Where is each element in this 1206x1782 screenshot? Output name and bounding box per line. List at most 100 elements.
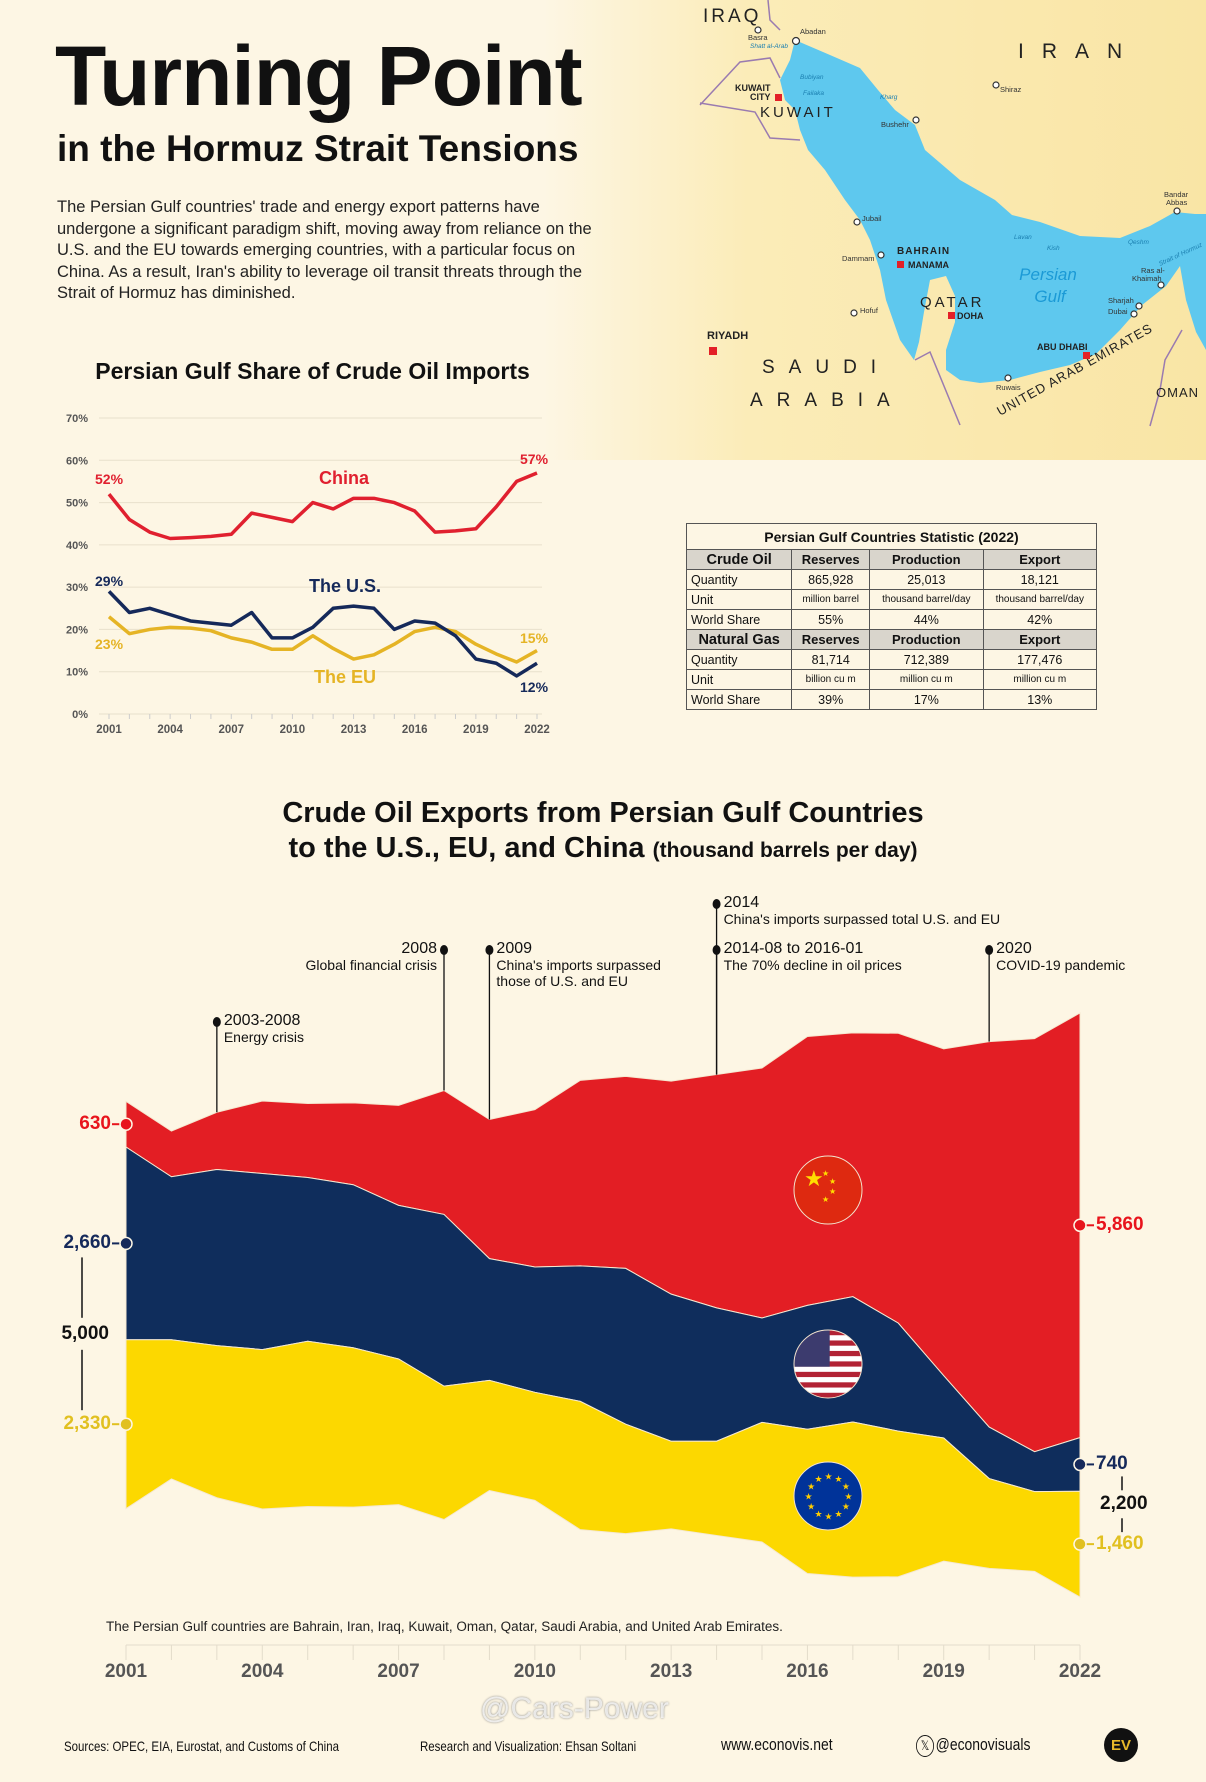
border-line xyxy=(1149,329,1183,427)
map-feature-label: Shatt al-Arab xyxy=(750,43,788,50)
area-eu xyxy=(125,1339,1081,1598)
flag-star: ★ xyxy=(804,1166,824,1191)
map-city-label: Khaimah xyxy=(1132,274,1162,283)
map-city-label: Ruwais xyxy=(996,383,1021,392)
eu-flag-icon: ★★★★★★★★★ ★ ★★ xyxy=(794,1462,862,1530)
x-tick-label: 2019 xyxy=(463,724,489,736)
annotation-dot xyxy=(440,945,448,955)
footnote: The Persian Gulf countries are Bahrain, … xyxy=(106,1619,783,1634)
annotation-text: China's imports surpassed those of U.S. … xyxy=(496,957,661,989)
x-tick-label: 2001 xyxy=(104,1661,148,1682)
flag-star: ★ xyxy=(845,1492,853,1502)
stream-title-line2: to the U.S., EU, and China xyxy=(288,832,645,864)
us-end-label: 12% xyxy=(520,679,549,695)
flag-star: ★ xyxy=(835,1509,843,1519)
flag-star: ★ xyxy=(822,1195,829,1204)
annotation-dot xyxy=(212,1017,221,1027)
x-tick-label: 2007 xyxy=(218,724,244,736)
flag-border xyxy=(793,1155,863,1225)
flag-field xyxy=(794,1156,862,1224)
social-handle[interactable]: 𝕏 @econovisuals xyxy=(916,1735,1030,1757)
cell: 18,121 xyxy=(982,569,1098,590)
china-series-label: China xyxy=(318,468,370,488)
x-tick-label: 2004 xyxy=(157,724,183,736)
flag-border xyxy=(793,1329,863,1399)
end-marker-eu xyxy=(1073,1537,1087,1551)
flag-star: ★ xyxy=(842,1502,850,1512)
y-tick-label: 50% xyxy=(66,498,88,510)
page-subtitle: in the Hormuz Strait Tensions xyxy=(57,128,579,169)
us-flag-icon xyxy=(794,1330,862,1398)
annotation: 2014-08 to 2016-01 The 70% decline in oil… xyxy=(724,941,902,974)
flag-stripe xyxy=(794,1382,862,1389)
x-tick-label: 2022 xyxy=(1058,1661,1102,1682)
eu-start-label: 23% xyxy=(95,636,124,652)
cell: 17% xyxy=(869,689,984,710)
map-city-label: Abbas xyxy=(1166,198,1188,207)
end-label-eu: 1,460 xyxy=(1096,1533,1144,1555)
stream-chart: ★★★★★★★★★★★★★★ ★ ★★ xyxy=(81,899,1123,1660)
map-feature-label: Bubiyan xyxy=(800,74,824,81)
section-crude-oil: Crude Oil xyxy=(685,549,793,570)
x-tick-label: 2007 xyxy=(377,1661,420,1682)
col-header: Production xyxy=(869,629,984,650)
map-label-arabia: ARABIA xyxy=(750,390,904,411)
china-end-label: 57% xyxy=(520,451,549,467)
cell: 13% xyxy=(982,689,1098,710)
x-tick-label: 2001 xyxy=(96,724,122,736)
annotation-label: 2003-2008 xyxy=(223,1012,301,1029)
map-label-kuwait: KUWAIT xyxy=(760,104,836,121)
map-feature-label: Qeshm xyxy=(1128,239,1150,246)
map-label-iran: IRAN xyxy=(1018,40,1140,63)
table-header-row: Crude Oil Reserves Production Export xyxy=(685,549,1098,570)
end-marker-us xyxy=(1073,1457,1087,1472)
eu-end-label: 15% xyxy=(520,630,549,646)
cell: 44% xyxy=(869,609,984,630)
col-header: Reserves xyxy=(791,629,871,650)
flag-stripe xyxy=(794,1377,862,1383)
cell: World Share xyxy=(685,689,793,710)
statistics-table: Persian Gulf Countries Statistic (2022) … xyxy=(685,523,1098,710)
start-marker-china xyxy=(119,1117,133,1131)
table-header-row: Natural Gas Reserves Production Export xyxy=(685,629,1098,650)
annotation-text: Energy crisis xyxy=(223,1029,304,1045)
line-chart: 0% 10% 20% 30% 40% 50% 60% 70% 2001 2004 2007 2010 2… xyxy=(66,413,550,736)
eu-series-label: The EU xyxy=(313,667,377,687)
start-marker-us xyxy=(119,1236,133,1251)
map-city-label: Hofuf xyxy=(860,306,879,315)
flag-star: ★ xyxy=(815,1509,823,1519)
cell: thousand barrel/day xyxy=(982,589,1098,610)
flag-stripe xyxy=(794,1371,862,1378)
end-label-us: 740 xyxy=(1096,1453,1128,1475)
flag-star: ★ xyxy=(825,1472,833,1482)
flag-field xyxy=(794,1462,862,1530)
cell: Quantity xyxy=(685,649,793,670)
border-line xyxy=(914,350,961,426)
map-city-label: Jubail xyxy=(862,214,882,223)
stream-unit: (thousand barrels per day) xyxy=(652,839,918,862)
website-link[interactable]: www.econovis.net xyxy=(721,1735,833,1754)
map-capital-label: CITY xyxy=(750,92,771,102)
flag-star: ★ xyxy=(829,1177,836,1186)
map-city-label: Shiraz xyxy=(1000,85,1022,94)
sources: Sources: OPEC, EIA, Eurostat, and Custom… xyxy=(64,1738,340,1754)
stream-chart-title: Crude Oil Exports from Persian Gulf Coun… xyxy=(0,796,1206,868)
credit: Research and Visualization: Ehsan Soltan… xyxy=(420,1738,637,1754)
china-start-label: 52% xyxy=(95,471,124,487)
line-us xyxy=(107,590,538,678)
gulf-water xyxy=(780,40,1206,383)
x-tick-label: 2022 xyxy=(524,724,550,736)
y-tick-label: 40% xyxy=(66,540,88,552)
annotation: 2014 China's imports surpassed total U.S.… xyxy=(724,895,1001,928)
start-label-eu: 2,330 xyxy=(63,1413,111,1435)
cell: 25,013 xyxy=(869,569,984,590)
annotation: 2020 COVID-19 pandemic xyxy=(996,941,1125,974)
us-series-label: The U.S. xyxy=(308,576,382,596)
y-tick-label: 10% xyxy=(66,667,88,679)
table-row: World Share 39% 17% 13% xyxy=(685,689,1098,710)
start-total-label: 5,000 xyxy=(61,1322,109,1344)
flag-border xyxy=(793,1461,863,1531)
y-tick-label: 60% xyxy=(66,455,88,467)
end-marker-china xyxy=(1073,1218,1087,1233)
china-flag-icon: ★★★★★ xyxy=(794,1156,862,1224)
